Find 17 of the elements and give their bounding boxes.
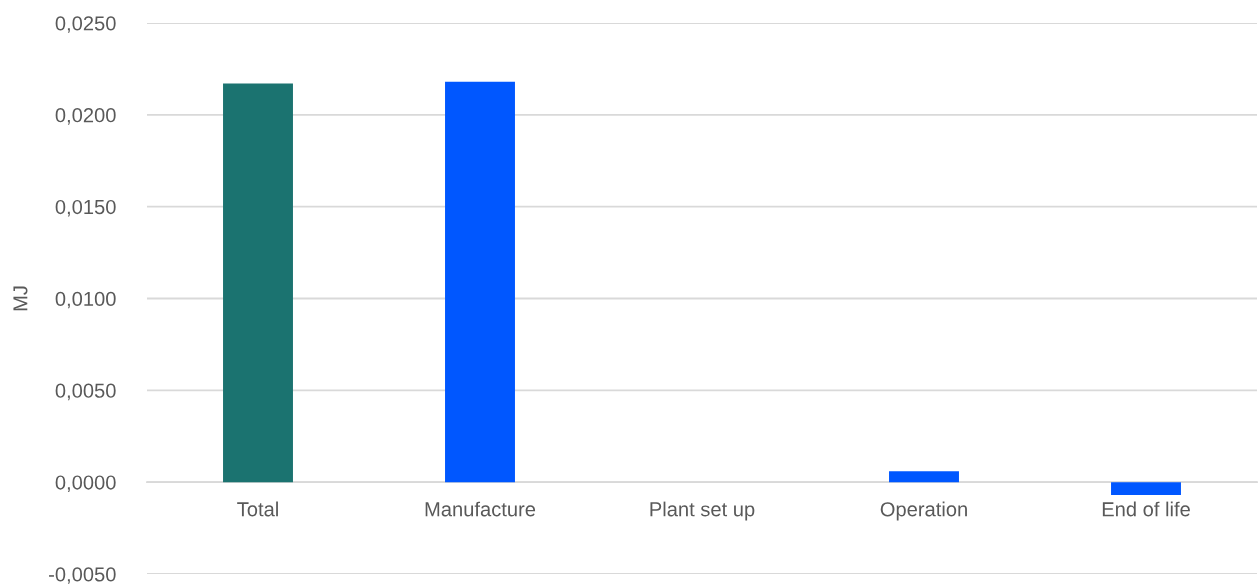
x-tick-label: End of life [1102,501,1190,517]
x-tick-label: Manufacture [425,501,536,517]
x-tick-label: Plant set up [650,501,755,521]
bar [445,81,515,483]
bar [889,471,959,483]
y-tick-label: 0,0200 [55,108,116,125]
bar [1111,482,1181,496]
y-tick-label: 0,0150 [55,199,116,217]
x-tick-label: Total [237,501,278,517]
y-axis-title: MJ [13,286,28,311]
bar [223,83,293,483]
y-tick-label: 0,0000 [55,475,116,493]
y-tick-label: -0,0050 [49,567,116,584]
y-tick-label: 0,0250 [55,16,116,33]
x-tick-label: Operation [880,501,967,521]
y-tick-label: 0,0100 [55,291,116,309]
y-tick-label: 0,0050 [55,383,116,401]
